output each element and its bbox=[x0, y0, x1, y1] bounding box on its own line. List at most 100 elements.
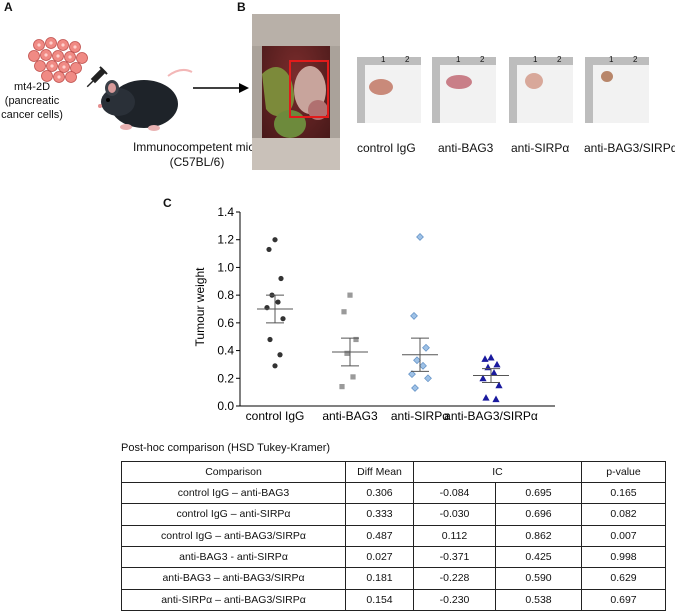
x-tick-label: anti-BAG3/SIRPα bbox=[444, 409, 538, 423]
table-row: control IgG – anti-BAG3 0.306 -0.084 0.6… bbox=[121, 481, 666, 505]
x-tick-label: control IgG bbox=[246, 409, 305, 423]
tumour-sample bbox=[446, 75, 472, 89]
cell-p-value: 0.697 bbox=[581, 588, 666, 612]
tumour-highlight-box bbox=[289, 60, 329, 118]
cell-ic-high: 0.696 bbox=[495, 503, 582, 526]
data-point bbox=[482, 394, 490, 401]
cell-ic-low: -0.084 bbox=[413, 481, 496, 505]
header-diff-mean: Diff Mean bbox=[345, 461, 414, 483]
cell-ic-high: 0.590 bbox=[495, 567, 582, 590]
cell-diff-mean: 0.333 bbox=[345, 503, 414, 526]
data-point bbox=[493, 360, 501, 368]
data-point bbox=[416, 233, 424, 241]
cancer-cells-label: mt4-2D (pancreatic cancer cells) bbox=[0, 80, 70, 122]
panel-b-label: B bbox=[237, 0, 246, 14]
data-point bbox=[275, 299, 281, 305]
y-tick-label: 0.6 bbox=[217, 316, 234, 330]
data-point bbox=[350, 374, 356, 380]
y-tick-label: 1.2 bbox=[217, 233, 234, 247]
cell-ic-low: 0.112 bbox=[413, 524, 496, 547]
table-row: control IgG – anti-BAG3/SIRPα 0.487 0.11… bbox=[121, 524, 666, 547]
data-point bbox=[419, 361, 427, 370]
y-tick-label: 0.0 bbox=[217, 399, 234, 413]
data-point bbox=[280, 316, 286, 322]
data-point bbox=[339, 384, 345, 390]
cell-comparison: control IgG – anti-BAG3 bbox=[121, 481, 346, 505]
data-point bbox=[413, 356, 421, 365]
cell-ic-low: -0.230 bbox=[413, 588, 496, 612]
table-title: Post-hoc comparison (HSD Tukey-Kramer) bbox=[121, 442, 331, 454]
cell-diff-mean: 0.487 bbox=[345, 524, 414, 547]
ruler-tick: 2 bbox=[557, 55, 562, 64]
data-point bbox=[347, 292, 353, 298]
cell-p-value: 0.165 bbox=[581, 481, 666, 505]
cell-diff-mean: 0.154 bbox=[345, 588, 414, 612]
mouse-illustration bbox=[98, 68, 193, 131]
cell-comparison: control IgG – anti-BAG3/SIRPα bbox=[121, 524, 346, 547]
cell-ic-high: 0.862 bbox=[495, 524, 582, 547]
data-point bbox=[424, 374, 432, 383]
y-tick-label: 1.0 bbox=[217, 260, 234, 274]
mice-label: Immunocompetent mice (C57BL/6) bbox=[130, 140, 264, 170]
cell-comparison: anti-BAG3 – anti-BAG3/SIRPα bbox=[121, 567, 346, 590]
ruler-left bbox=[585, 57, 593, 123]
chart-axes: 0.0 0.2 0.4 0.6 0.8 1.0 1.2 1.4 control IgG anti-… bbox=[217, 205, 555, 423]
ruler-left bbox=[432, 57, 440, 123]
tumour-sample bbox=[601, 71, 613, 82]
panel-a-label: A bbox=[4, 0, 13, 14]
caption-combo: anti-BAG3/SIRPα bbox=[584, 141, 675, 155]
data-point bbox=[410, 312, 418, 320]
ruler-tick: 2 bbox=[633, 55, 638, 64]
data-point bbox=[272, 237, 278, 243]
y-tick-label: 0.4 bbox=[217, 344, 234, 358]
ruler-tick: 1 bbox=[456, 55, 461, 64]
y-tick-label: 0.2 bbox=[217, 371, 234, 385]
data-point bbox=[495, 381, 503, 389]
header-p-value: p-value bbox=[581, 461, 666, 483]
cell-ic-low: -0.030 bbox=[413, 503, 496, 526]
ruler-top bbox=[509, 57, 573, 65]
table-header-row: Comparison Diff Mean IC p-value bbox=[121, 461, 666, 483]
cells-label-line-2: (pancreatic bbox=[4, 95, 60, 107]
chart-marks bbox=[257, 233, 509, 403]
data-point bbox=[408, 370, 416, 379]
cell-ic-high: 0.538 bbox=[495, 588, 582, 612]
panel-c-label: C bbox=[163, 196, 172, 210]
tumour-photo-control: 1 2 bbox=[357, 55, 421, 123]
table-row: anti-SIRPα – anti-BAG3/SIRPα 0.154 -0.23… bbox=[121, 588, 666, 612]
cell-ic-high: 0.695 bbox=[495, 481, 582, 505]
cell-p-value: 0.082 bbox=[581, 503, 666, 526]
caption-control: control IgG bbox=[357, 141, 416, 155]
data-point bbox=[272, 363, 278, 369]
ruler-tick: 1 bbox=[609, 55, 614, 64]
tumour-photo-sirpa: 1 2 bbox=[509, 55, 573, 123]
data-point bbox=[487, 353, 495, 361]
data-point bbox=[278, 275, 284, 282]
y-tick-label: 0.8 bbox=[217, 288, 234, 302]
y-tick-label: 1.4 bbox=[217, 205, 234, 219]
data-point bbox=[266, 246, 272, 253]
ruler-tick: 1 bbox=[381, 55, 386, 64]
data-point bbox=[277, 352, 283, 358]
cell-p-value: 0.629 bbox=[581, 567, 666, 590]
arrow-icon bbox=[193, 83, 249, 93]
y-axis-label: Tumour weight bbox=[193, 267, 207, 347]
cell-ic-low: -0.228 bbox=[413, 567, 496, 590]
cell-ic-high: 0.425 bbox=[495, 545, 582, 569]
data-point bbox=[341, 309, 347, 315]
data-point bbox=[492, 395, 500, 403]
dissection-image bbox=[252, 14, 340, 170]
cell-comparison: control IgG – anti-SIRPα bbox=[121, 503, 346, 526]
posthoc-table: Comparison Diff Mean IC p-value control … bbox=[121, 461, 666, 612]
tumour-sample bbox=[369, 79, 393, 95]
ruler-left bbox=[357, 57, 365, 123]
x-tick-label: anti-SIRPα bbox=[391, 409, 449, 423]
header-comparison: Comparison bbox=[121, 461, 346, 483]
cells-label-line-1: mt4-2D bbox=[13, 81, 51, 93]
tumour-weight-chart: Tumour weight 0.0 0.2 0.4 0.6 0.8 1.0 1.2 1.4 co… bbox=[193, 205, 555, 423]
data-point bbox=[490, 369, 498, 376]
caption-bag3: anti-BAG3 bbox=[438, 141, 494, 155]
ruler-left bbox=[509, 57, 517, 123]
tumour-photo-combo: 1 2 bbox=[585, 55, 649, 123]
tumour-sample bbox=[525, 73, 543, 89]
